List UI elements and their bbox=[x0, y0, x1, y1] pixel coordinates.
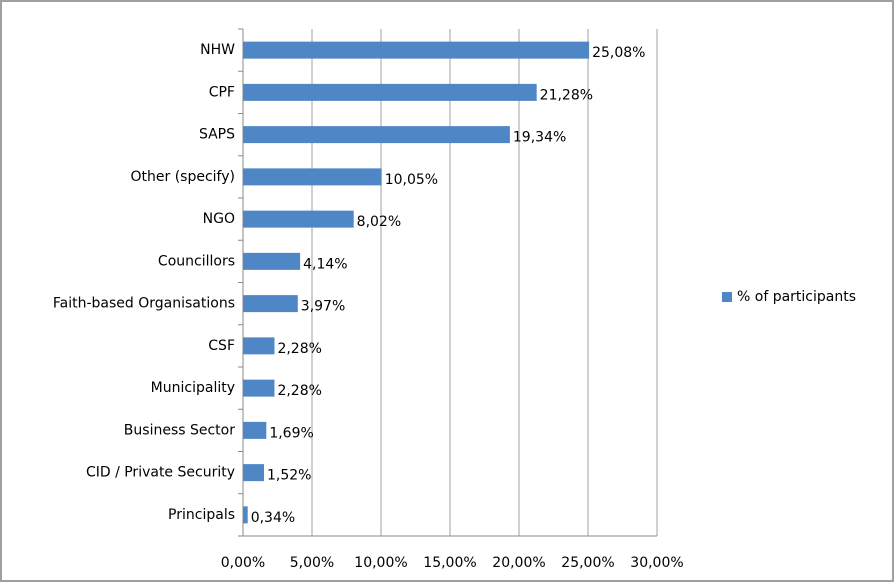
bar bbox=[243, 168, 382, 186]
x-tick-label: 0,00% bbox=[221, 555, 265, 571]
bar bbox=[243, 210, 354, 228]
data-label: 1,52% bbox=[267, 468, 311, 484]
data-label: 1,69% bbox=[269, 425, 313, 441]
legend-label: % of participants bbox=[737, 289, 856, 305]
bar bbox=[243, 41, 590, 59]
x-tick-label: 5,00% bbox=[290, 555, 334, 571]
data-label: 25,08% bbox=[592, 45, 645, 61]
y-tick-label: CID / Private Security bbox=[86, 465, 235, 481]
x-tick-label: 25,00% bbox=[561, 555, 614, 571]
y-tick-label: Principals bbox=[168, 507, 235, 523]
y-tick-label: Municipality bbox=[151, 380, 235, 396]
x-tick-label: 30,00% bbox=[630, 555, 683, 571]
bar bbox=[243, 379, 275, 397]
x-tick-label: 20,00% bbox=[492, 555, 545, 571]
y-tick-label: Faith-based Organisations bbox=[53, 296, 235, 312]
bar bbox=[243, 421, 267, 439]
y-tick-label: CSF bbox=[208, 338, 235, 354]
y-tick-label: NHW bbox=[200, 42, 235, 58]
x-tick-label: 10,00% bbox=[354, 555, 407, 571]
bar bbox=[243, 506, 248, 524]
bar bbox=[243, 252, 301, 270]
bar bbox=[243, 83, 537, 101]
data-label: 2,28% bbox=[277, 383, 321, 399]
y-tick-label: NGO bbox=[203, 211, 235, 227]
data-label: 2,28% bbox=[277, 341, 321, 357]
bar bbox=[243, 464, 264, 482]
data-label: 3,97% bbox=[301, 299, 345, 315]
bar bbox=[243, 126, 510, 144]
y-tick-label: Business Sector bbox=[124, 422, 235, 438]
bar bbox=[243, 295, 298, 313]
data-label: 4,14% bbox=[303, 256, 347, 272]
y-tick-label: Other (specify) bbox=[131, 169, 235, 185]
y-tick-label: CPF bbox=[209, 84, 235, 100]
bar bbox=[243, 337, 275, 355]
data-label: 0,34% bbox=[251, 510, 295, 526]
y-tick-label: SAPS bbox=[199, 127, 235, 143]
legend-swatch bbox=[722, 292, 732, 302]
data-label: 8,02% bbox=[357, 214, 401, 230]
data-label: 19,34% bbox=[513, 130, 566, 146]
x-tick-label: 15,00% bbox=[423, 555, 476, 571]
data-label: 21,28% bbox=[540, 87, 593, 103]
data-label: 10,05% bbox=[385, 172, 438, 188]
y-tick-label: Councillors bbox=[158, 253, 235, 269]
